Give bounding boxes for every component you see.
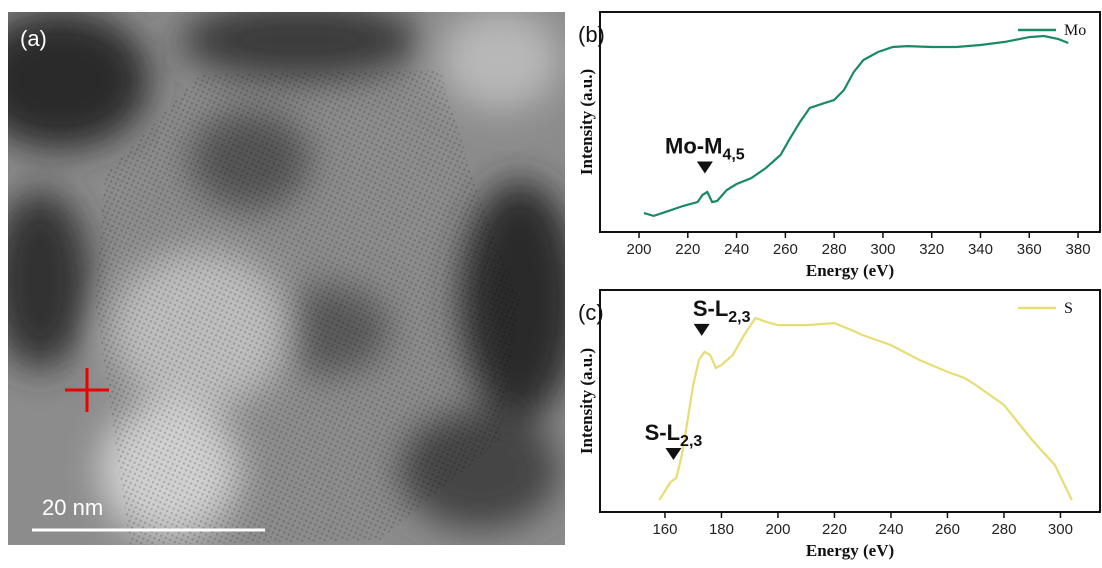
tem-image (8, 12, 565, 545)
x-tick-label: 200 (765, 521, 790, 538)
annotation: S-L2,3 (693, 296, 751, 326)
x-tick-label: 280 (822, 241, 847, 258)
panel-label: (a) (20, 26, 47, 51)
panel-label: (b) (578, 22, 605, 47)
annotation-arrow (696, 161, 713, 174)
annotation-subscript: 2,3 (728, 309, 750, 326)
plot-frame (599, 289, 1101, 513)
x-tick-label: 360 (1017, 241, 1042, 258)
annotation: S-L2,3 (645, 420, 703, 450)
x-tick-label: 340 (968, 241, 993, 258)
x-tick-label: 220 (675, 241, 700, 258)
annotation-text: S-L (693, 296, 728, 321)
x-axis-title: Energy (eV) (806, 541, 894, 560)
spectrum-line (643, 34, 1069, 218)
y-axis-title: Intensity (a.u.) (577, 348, 596, 454)
x-tick-label: 280 (991, 521, 1016, 538)
annotation-arrow (693, 323, 710, 336)
panel-label: (c) (578, 300, 604, 325)
x-tick-label: 220 (822, 521, 847, 538)
annotation: Mo-M4,5 (665, 134, 745, 164)
x-axis-title: Energy (eV) (806, 261, 894, 280)
marker-cross (65, 368, 109, 412)
annotation-text: S-L (645, 420, 680, 445)
x-tick-label: 240 (724, 241, 749, 258)
x-tick-label: 380 (1066, 241, 1091, 258)
x-tick-label: 260 (773, 241, 798, 258)
annotation-subscript: 2,3 (680, 433, 702, 450)
x-tick-label: 300 (1048, 521, 1073, 538)
annotation-arrow (665, 448, 682, 461)
x-tick-label: 320 (919, 241, 944, 258)
annotation-text: Mo-M (665, 134, 722, 159)
legend-label: S (1064, 300, 1073, 317)
x-tick-label: 240 (878, 521, 903, 538)
legend-label: Mo (1064, 22, 1086, 39)
y-axis-title: Intensity (a.u.) (577, 69, 596, 175)
annotation-subscript: 4,5 (722, 147, 744, 164)
x-tick-label: 180 (709, 521, 734, 538)
spectrum-line (658, 316, 1073, 501)
x-tick-label: 200 (627, 241, 652, 258)
x-tick-label: 300 (870, 241, 895, 258)
scale-bar-label: 20 nm (42, 495, 103, 520)
x-tick-label: 160 (652, 521, 677, 538)
x-tick-label: 260 (935, 521, 960, 538)
plot-frame (599, 11, 1101, 233)
